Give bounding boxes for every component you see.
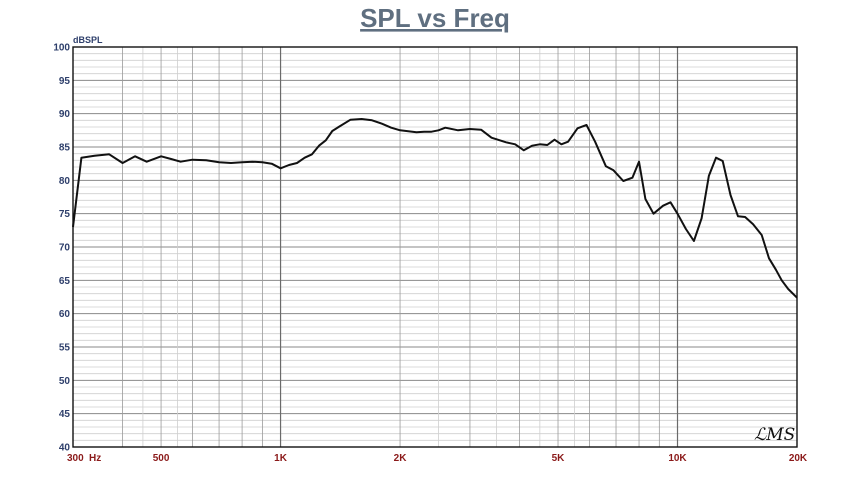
- y-tick-label: 60: [59, 309, 71, 320]
- y-tick-label: 55: [59, 343, 71, 354]
- y-tick-label: 40: [59, 443, 71, 454]
- x-tick-label: 1K: [274, 453, 288, 464]
- svg-text:ℒMS: ℒMS: [754, 425, 795, 445]
- x-axis-unit-label: Hz: [89, 453, 101, 464]
- y-tick-label: 85: [59, 143, 71, 154]
- y-axis-unit-label: dBSPL: [73, 35, 103, 45]
- y-tick-label: 75: [59, 209, 71, 220]
- x-tick-label: 2K: [394, 453, 408, 464]
- y-tick-label: 45: [59, 409, 71, 420]
- x-tick-label: 500: [153, 453, 170, 464]
- x-tick-label: 20K: [789, 453, 808, 464]
- x-axis-ticks: 300 500 1K 2K 5K 10K 20K: [67, 453, 808, 464]
- y-tick-label: 70: [59, 243, 71, 254]
- y-tick-label: 95: [59, 76, 71, 87]
- lms-logo: ℒMS: [754, 425, 795, 445]
- y-tick-label: 80: [59, 176, 71, 187]
- y-tick-label: 90: [59, 109, 71, 120]
- x-tick-label: 10K: [668, 453, 687, 464]
- x-tick-label: 5K: [552, 453, 566, 464]
- y-axis-ticks: 100 95 90 85 80 75 70 65 60 55 50 45 40: [53, 43, 70, 454]
- spl-response-line: [72, 118, 798, 299]
- y-tick-label: 65: [59, 276, 71, 287]
- plot-border: [72, 46, 798, 448]
- x-tick-label: 300: [67, 453, 84, 464]
- chart-title: SPL vs Freq: [360, 3, 510, 33]
- y-tick-label: 100: [53, 43, 70, 54]
- y-tick-label: 50: [59, 376, 71, 387]
- chart-grid: [73, 46, 797, 448]
